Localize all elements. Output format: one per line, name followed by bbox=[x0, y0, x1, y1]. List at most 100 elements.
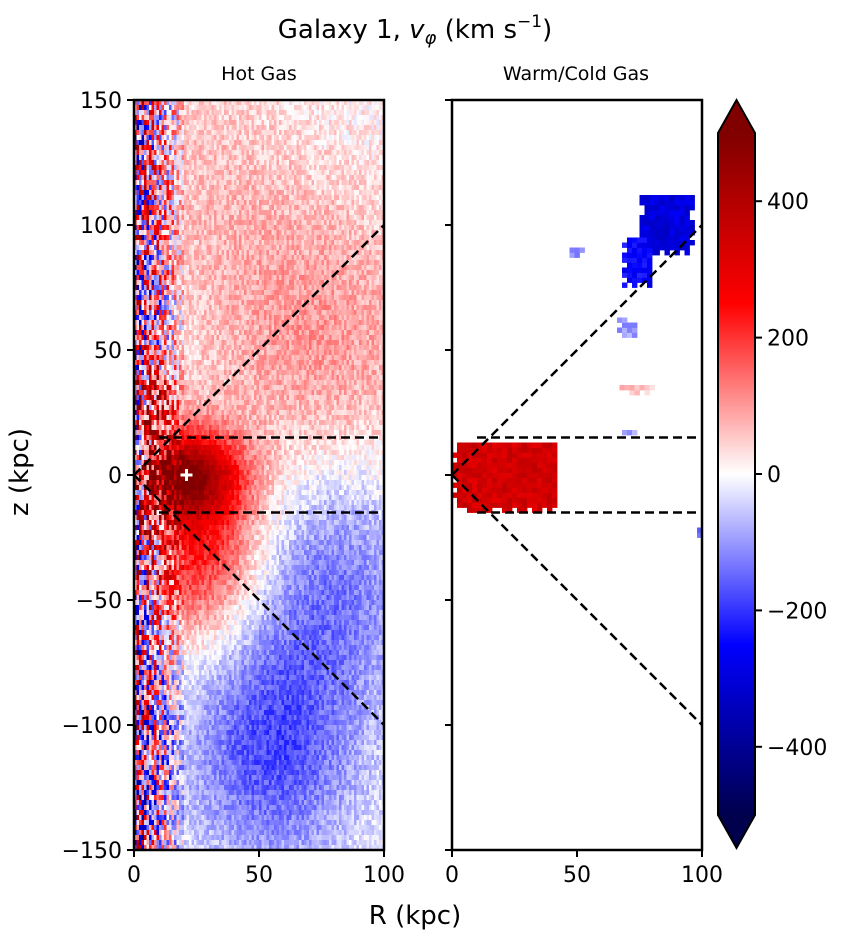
heatmap-cell bbox=[194, 180, 197, 186]
heatmap-cell bbox=[244, 310, 247, 316]
heatmap-cell bbox=[256, 235, 260, 241]
heatmap-cell bbox=[186, 190, 190, 196]
heatmap-cell bbox=[146, 325, 150, 331]
heatmap-cell bbox=[151, 135, 155, 141]
heatmap-cell bbox=[224, 265, 227, 271]
heatmap-cell bbox=[246, 345, 250, 351]
heatmap-cell bbox=[276, 140, 280, 146]
heatmap-cell bbox=[369, 155, 372, 161]
heatmap-cell bbox=[186, 235, 190, 241]
heatmap-cell bbox=[284, 160, 287, 166]
heatmap-cell bbox=[321, 315, 325, 321]
heatmap-cell bbox=[359, 315, 362, 321]
heatmap-cell bbox=[284, 155, 287, 161]
heatmap-cell bbox=[289, 170, 292, 176]
heatmap-cell bbox=[356, 150, 360, 156]
heatmap-cell bbox=[161, 220, 165, 226]
heatmap-cell bbox=[351, 330, 355, 336]
heatmap-cell bbox=[326, 155, 330, 161]
heatmap-cell bbox=[181, 140, 185, 146]
heatmap-cell bbox=[341, 275, 345, 281]
heatmap-cell bbox=[276, 205, 280, 211]
heatmap-cell bbox=[301, 125, 305, 131]
heatmap-cell bbox=[144, 135, 147, 141]
heatmap-cell bbox=[376, 140, 380, 146]
heatmap-cell bbox=[276, 185, 280, 191]
heatmap-cell bbox=[359, 280, 362, 286]
heatmap-cell bbox=[346, 125, 350, 131]
heatmap-cell bbox=[229, 300, 232, 306]
heatmap-cell bbox=[179, 165, 182, 171]
heatmap-cell bbox=[269, 315, 272, 321]
heatmap-cell bbox=[336, 190, 340, 196]
heatmap-cell bbox=[351, 230, 355, 236]
heatmap-cell bbox=[351, 225, 355, 231]
heatmap-cell bbox=[141, 250, 145, 256]
heatmap-cell bbox=[164, 285, 167, 291]
heatmap-cell bbox=[266, 235, 270, 241]
heatmap-cell bbox=[311, 280, 315, 286]
heatmap-cell bbox=[269, 125, 272, 131]
heatmap-cell bbox=[269, 185, 272, 191]
heatmap-cell bbox=[329, 110, 332, 116]
heatmap-cell bbox=[286, 125, 290, 131]
heatmap-cell bbox=[294, 150, 297, 156]
heatmap-cell bbox=[254, 215, 257, 221]
heatmap-cell bbox=[226, 215, 230, 221]
heatmap-cell bbox=[371, 210, 375, 216]
heatmap-cell bbox=[206, 250, 210, 256]
heatmap-cell bbox=[344, 180, 347, 186]
heatmap-cell bbox=[331, 335, 335, 341]
heatmap-cell bbox=[214, 285, 217, 291]
heatmap-cell bbox=[154, 290, 157, 296]
heatmap-cell bbox=[144, 115, 147, 121]
heatmap-cell bbox=[181, 225, 185, 231]
heatmap-cell bbox=[326, 170, 330, 176]
heatmap-cell bbox=[319, 115, 322, 121]
heatmap-cell bbox=[256, 170, 260, 176]
heatmap-cell bbox=[361, 205, 365, 211]
heatmap-cell bbox=[196, 265, 200, 271]
heatmap-cell bbox=[271, 330, 275, 336]
heatmap-cell bbox=[156, 160, 160, 166]
heatmap-cell bbox=[239, 175, 242, 181]
heatmap-cell bbox=[354, 325, 357, 331]
heatmap-cell bbox=[144, 330, 147, 336]
heatmap-cell bbox=[359, 320, 362, 326]
heatmap-cell bbox=[134, 315, 137, 321]
heatmap-cell bbox=[154, 205, 157, 211]
heatmap-cell bbox=[204, 315, 207, 321]
heatmap-cell bbox=[164, 130, 167, 136]
heatmap-cell bbox=[339, 340, 342, 346]
heatmap-cell bbox=[324, 330, 327, 336]
heatmap-cell bbox=[149, 245, 152, 251]
heatmap-cell bbox=[261, 100, 265, 106]
heatmap-cell bbox=[239, 300, 242, 306]
heatmap-cell bbox=[334, 145, 337, 151]
heatmap-cell bbox=[266, 195, 270, 201]
heatmap-cell bbox=[209, 265, 212, 271]
heatmap-cell bbox=[306, 145, 310, 151]
heatmap-cell bbox=[191, 155, 195, 161]
heatmap-cell bbox=[259, 240, 262, 246]
heatmap-cell bbox=[326, 250, 330, 256]
heatmap-cell bbox=[264, 195, 267, 201]
heatmap-cell bbox=[201, 155, 205, 161]
heatmap-cell bbox=[206, 185, 210, 191]
heatmap-cell bbox=[211, 335, 215, 341]
heatmap-cell bbox=[151, 260, 155, 266]
heatmap-cell bbox=[179, 230, 182, 236]
heatmap-cell bbox=[206, 315, 210, 321]
heatmap-cell bbox=[319, 150, 322, 156]
heatmap-cell bbox=[169, 255, 172, 261]
heatmap-cell bbox=[316, 165, 320, 171]
heatmap-cell bbox=[264, 245, 267, 251]
heatmap-cell bbox=[329, 260, 332, 266]
heatmap-cell bbox=[201, 115, 205, 121]
heatmap-cell bbox=[326, 255, 330, 261]
heatmap-cell bbox=[314, 105, 317, 111]
heatmap-cell bbox=[299, 110, 302, 116]
heatmap-cell bbox=[266, 170, 270, 176]
heatmap-cell bbox=[366, 210, 370, 216]
heatmap-cell bbox=[241, 155, 245, 161]
